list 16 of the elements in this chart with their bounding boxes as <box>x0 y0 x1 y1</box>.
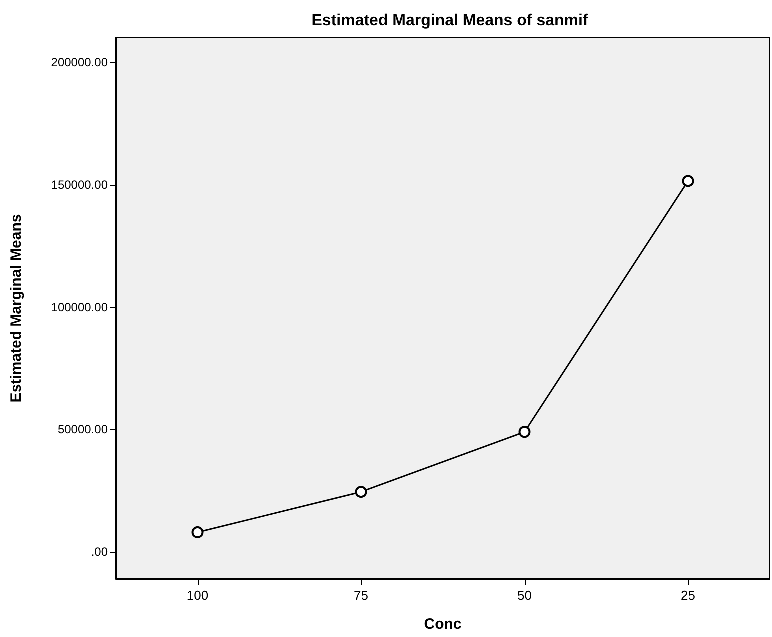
point <box>682 175 694 188</box>
y-tick-label: 50000.00 <box>58 422 108 437</box>
x-tick-label: 50 <box>518 588 532 603</box>
x-tick-label: 100 <box>186 588 209 603</box>
chart-title: Estimated Marginal Means of sanmif <box>312 12 589 30</box>
x-axis-title: Conc <box>424 616 462 633</box>
x-tick-label: 75 <box>354 588 368 603</box>
x-tick-label: 25 <box>681 588 696 603</box>
point <box>518 426 531 438</box>
y-axis-title: Estimated Marginal Means <box>8 214 25 403</box>
point <box>192 526 204 538</box>
y-tick-label: 200000.00 <box>51 55 108 70</box>
y-tick-label: 100000.00 <box>51 300 108 314</box>
y-tick-label: 150000.00 <box>51 178 108 192</box>
point <box>355 486 368 498</box>
y-tick-label: .00 <box>91 545 108 560</box>
